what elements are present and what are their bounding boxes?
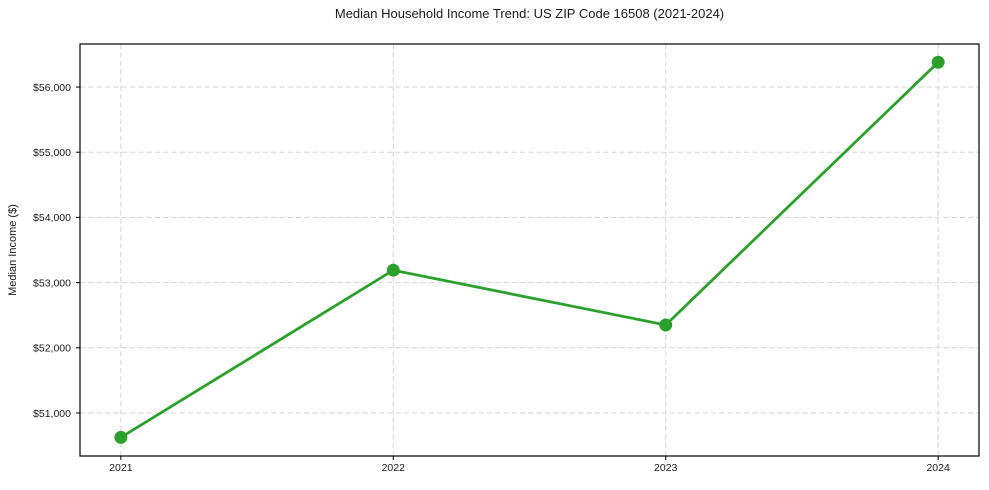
- y-tick-label: $55,000: [33, 147, 71, 159]
- data-point-marker: [931, 55, 945, 69]
- y-tick-label: $54,000: [33, 212, 71, 224]
- x-tick-label: 2022: [382, 462, 406, 474]
- data-point-marker: [386, 263, 400, 277]
- y-tick-label: $51,000: [33, 408, 71, 420]
- plot-border: [79, 43, 980, 457]
- chart-title: Median Household Income Trend: US ZIP Co…: [334, 6, 725, 21]
- income-trend-line: [119, 60, 940, 439]
- y-tick-label: $52,000: [33, 343, 71, 355]
- x-tick-label: 2024: [926, 462, 950, 474]
- y-tick-label: $53,000: [33, 277, 71, 289]
- x-tick-label: 2023: [654, 462, 678, 474]
- x-tick-label: 2021: [109, 462, 133, 474]
- data-point-marker: [659, 318, 673, 332]
- y-tick-label: $56,000: [33, 82, 71, 94]
- data-point-marker: [114, 430, 128, 444]
